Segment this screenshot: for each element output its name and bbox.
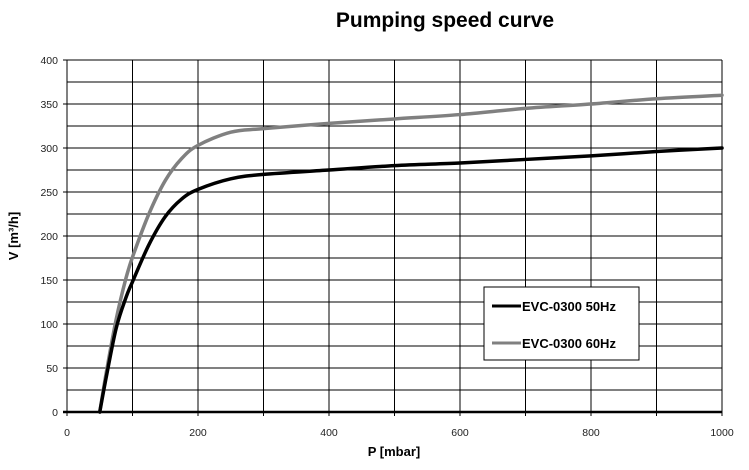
y-tick-label: 400	[40, 55, 58, 67]
grid	[63, 59, 723, 416]
legend-label-60hz: EVC-0300 60Hz	[522, 336, 616, 351]
x-tick-label: 0	[64, 427, 70, 439]
x-axis-ticks: 0 200 400 600 800 1000	[64, 427, 734, 439]
x-tick-label: 800	[582, 427, 600, 439]
x-tick-label: 400	[320, 427, 338, 439]
chart-title: Pumping speed curve	[336, 9, 554, 32]
series-line-evc-0300-50hz	[98, 146, 724, 414]
x-tick-label: 1000	[710, 427, 734, 439]
legend: EVC-0300 50Hz EVC-0300 60Hz	[483, 286, 640, 361]
x-tick-label: 600	[451, 427, 469, 439]
y-tick-label: 200	[40, 231, 58, 243]
y-axis-ticks: 0 50 100 150 200 250 300 350 400	[40, 55, 58, 419]
y-axis-label: V [m³/h]	[6, 212, 21, 260]
legend-box	[483, 286, 640, 361]
y-tick-label: 150	[40, 275, 58, 287]
series-group	[98, 93, 724, 414]
x-axis-label: P [mbar]	[368, 444, 421, 459]
y-tick-label: 350	[40, 99, 58, 111]
series-line-evc-0300-60hz	[98, 93, 724, 414]
y-tick-label: 0	[52, 407, 58, 419]
x-tick-label: 200	[189, 427, 207, 439]
y-tick-label: 250	[40, 187, 58, 199]
y-tick-label: 300	[40, 143, 58, 155]
legend-label-50hz: EVC-0300 50Hz	[522, 299, 616, 314]
y-tick-label: 100	[40, 319, 58, 331]
y-tick-label: 50	[46, 363, 58, 375]
